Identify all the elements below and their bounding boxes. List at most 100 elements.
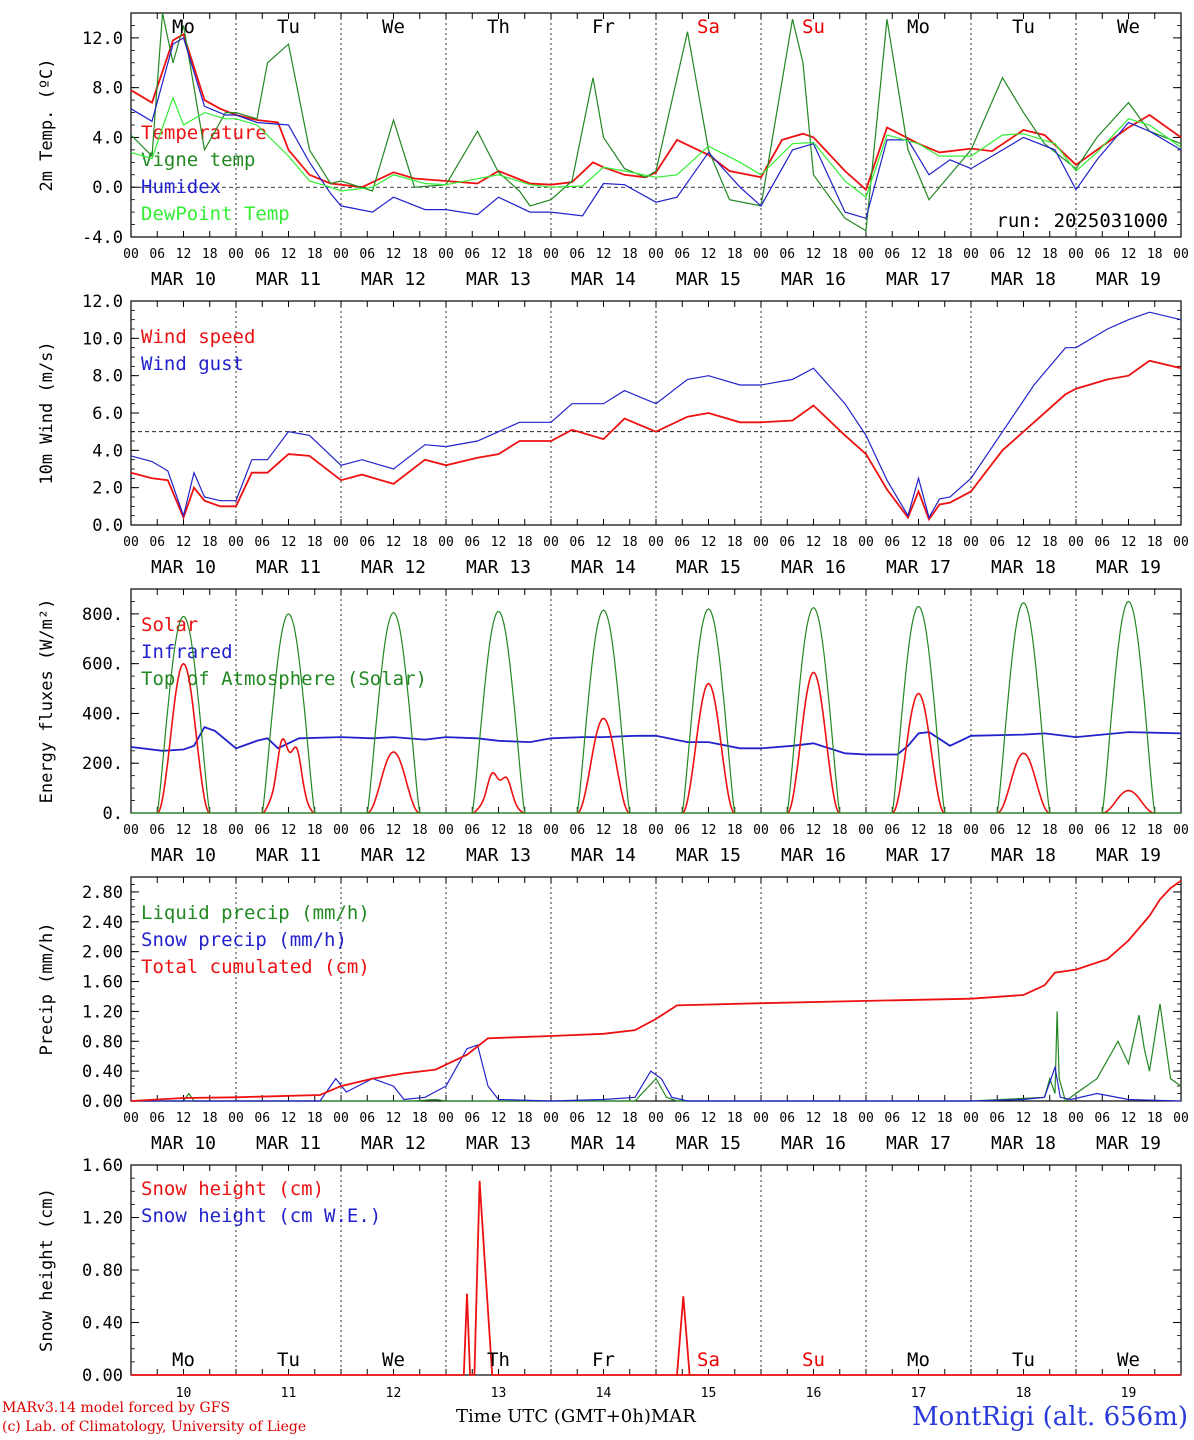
hour-tick-label: 06 [884,535,900,550]
hour-tick-label: 06 [569,247,585,262]
date-label: MAR 12 [361,269,426,290]
hour-tick-label: 06 [989,1111,1005,1126]
date-label: MAR 17 [886,845,951,866]
toa-solar-curve [261,613,316,814]
time-axis-title: Time UTC (GMT+0h)MAR [456,1406,696,1427]
hour-tick-label: 00 [333,247,349,262]
hour-tick-label: 00 [753,1111,769,1126]
y-tick-label: 0.40 [82,1062,123,1082]
toa-solar-curve [1101,600,1156,814]
hour-tick-label: 00 [1173,535,1189,550]
day-name-bottom: Mo [907,1349,930,1371]
legend-entry: Snow height (cm) [141,1178,324,1200]
hour-tick-label: 12 [1121,823,1137,838]
y-axis-title: 2m Temp. (ºC) [37,58,57,191]
y-tick-label: 0.0 [92,516,123,536]
bottom-day-number: 17 [911,1386,927,1401]
hour-tick-label: 00 [123,535,139,550]
date-label: MAR 15 [676,269,741,290]
solar-curve [472,771,525,814]
y-tick-label: 200. [82,754,123,774]
y-tick-label: 2.80 [82,883,123,903]
hour-tick-label: 06 [149,1111,165,1126]
solar-curve [262,737,316,814]
hour-tick-label: 00 [228,1111,244,1126]
hour-tick-label: 06 [464,823,480,838]
hour-tick-label: 12 [281,535,297,550]
toa-solar-curve [996,601,1051,814]
hour-tick-label: 00 [438,1111,454,1126]
hour-tick-label: 00 [963,247,979,262]
hour-tick-label: 06 [359,823,375,838]
bottom-day-number: 15 [701,1386,717,1401]
hour-tick-label: 18 [517,823,533,838]
y-tick-label: 600. [82,655,123,675]
hour-tick-label: 18 [727,535,743,550]
hour-tick-label: 18 [1147,1111,1163,1126]
hour-tick-label: 18 [727,1111,743,1126]
day-name-top: Mo [907,16,930,38]
hour-tick-label: 00 [753,823,769,838]
series-line [130,359,1182,522]
y-axis-title: 10m Wind (m/s) [37,341,57,484]
hour-tick-label: 06 [1094,1111,1110,1126]
day-name-bottom: Fr [592,1349,615,1371]
legend-entry: Infrared [141,641,233,663]
hour-tick-label: 06 [149,823,165,838]
bottom-day-number: 12 [386,1386,402,1401]
y-tick-label: 0.80 [82,1032,123,1052]
hour-tick-label: 18 [832,535,848,550]
hour-tick-label: 18 [1042,247,1058,262]
hour-tick-label: 12 [1121,1111,1137,1126]
date-label: MAR 11 [256,557,321,578]
hour-tick-label: 06 [569,823,585,838]
day-name-top: Th [487,16,510,38]
day-name-bottom: Su [802,1349,825,1371]
hour-tick-label: 00 [333,535,349,550]
hour-tick-label: 12 [1121,247,1137,262]
hour-tick-label: 12 [386,535,402,550]
hour-tick-label: 12 [911,1111,927,1126]
date-label: MAR 15 [676,557,741,578]
date-label: MAR 16 [781,557,846,578]
day-name-bottom: Mo [172,1349,195,1371]
hour-tick-label: 06 [149,247,165,262]
hour-tick-label: 12 [1016,1111,1032,1126]
date-label: MAR 14 [571,1133,636,1154]
hour-tick-label: 00 [543,247,559,262]
hour-tick-label: 00 [543,1111,559,1126]
hour-tick-label: 18 [307,247,323,262]
day-name-bottom: We [382,1349,405,1371]
y-tick-label: 0.00 [82,1366,123,1386]
hour-tick-label: 06 [1094,247,1110,262]
hour-tick-label: 18 [412,535,428,550]
hour-tick-label: 06 [149,535,165,550]
hour-tick-label: 00 [123,823,139,838]
solar-curve [997,752,1051,814]
hour-tick-label: 18 [727,247,743,262]
hour-tick-label: 12 [1121,535,1137,550]
y-tick-label: 2.40 [82,913,123,933]
hour-tick-label: 06 [569,535,585,550]
y-tick-label: 0.0 [92,178,123,198]
hour-tick-label: 12 [281,823,297,838]
hour-tick-label: 18 [412,823,428,838]
hour-tick-label: 18 [202,823,218,838]
hour-tick-label: 18 [202,247,218,262]
date-label: MAR 17 [886,557,951,578]
day-name-bottom: Th [487,1349,510,1371]
hour-tick-label: 12 [701,535,717,550]
hour-tick-label: 06 [884,823,900,838]
hour-tick-label: 12 [596,823,612,838]
hour-tick-label: 06 [1094,823,1110,838]
y-tick-label: 10.0 [82,329,123,349]
y-tick-label: 4.0 [92,128,123,148]
hour-tick-label: 00 [963,823,979,838]
hour-tick-label: 00 [753,247,769,262]
hour-tick-label: 18 [412,1111,428,1126]
hour-tick-label: 00 [123,1111,139,1126]
date-label: MAR 10 [151,269,216,290]
legend-entry: Humidex [141,176,221,198]
hour-tick-label: 06 [1094,535,1110,550]
hour-tick-label: 06 [464,1111,480,1126]
